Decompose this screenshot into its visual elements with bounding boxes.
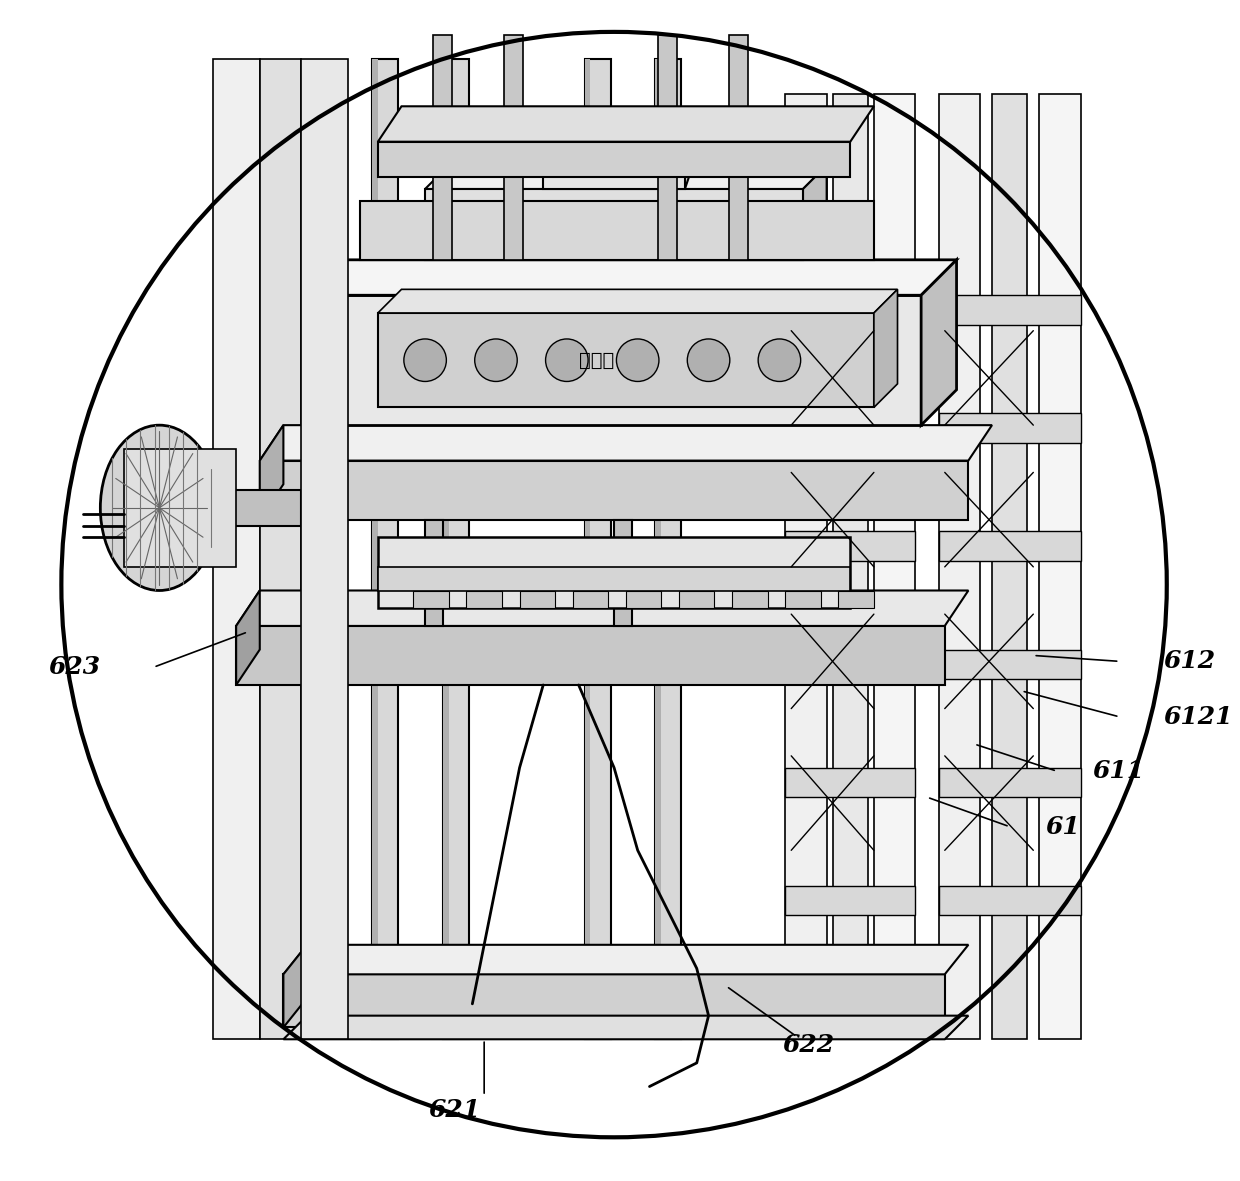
Polygon shape bbox=[785, 295, 915, 325]
Polygon shape bbox=[785, 650, 915, 679]
Polygon shape bbox=[378, 289, 898, 313]
Ellipse shape bbox=[100, 425, 218, 590]
Text: 6121: 6121 bbox=[1163, 705, 1233, 729]
Polygon shape bbox=[425, 189, 804, 260]
Circle shape bbox=[61, 32, 1167, 1137]
Polygon shape bbox=[939, 650, 1080, 679]
Polygon shape bbox=[584, 59, 590, 1039]
Polygon shape bbox=[543, 154, 697, 189]
Polygon shape bbox=[425, 165, 827, 189]
Polygon shape bbox=[372, 59, 398, 1039]
Polygon shape bbox=[832, 94, 868, 1039]
Polygon shape bbox=[656, 59, 661, 1039]
Polygon shape bbox=[284, 945, 308, 1027]
Polygon shape bbox=[207, 490, 301, 526]
Polygon shape bbox=[301, 59, 348, 1039]
Polygon shape bbox=[573, 590, 608, 608]
Polygon shape bbox=[874, 94, 915, 1039]
Polygon shape bbox=[433, 35, 453, 260]
Polygon shape bbox=[378, 313, 874, 407]
Polygon shape bbox=[259, 425, 284, 520]
Polygon shape bbox=[378, 567, 851, 590]
Polygon shape bbox=[212, 59, 259, 1039]
Polygon shape bbox=[785, 531, 915, 561]
Polygon shape bbox=[785, 590, 821, 608]
Polygon shape bbox=[614, 520, 632, 626]
Polygon shape bbox=[939, 886, 1080, 915]
Polygon shape bbox=[284, 1016, 968, 1039]
Polygon shape bbox=[939, 295, 1080, 325]
Circle shape bbox=[475, 339, 517, 381]
Polygon shape bbox=[939, 768, 1080, 797]
Polygon shape bbox=[259, 59, 301, 1039]
Text: 61: 61 bbox=[1045, 815, 1080, 839]
Polygon shape bbox=[378, 106, 874, 142]
Polygon shape bbox=[124, 449, 236, 567]
Polygon shape bbox=[838, 590, 874, 608]
Polygon shape bbox=[992, 94, 1028, 1039]
Polygon shape bbox=[543, 130, 684, 189]
Polygon shape bbox=[505, 35, 523, 260]
Polygon shape bbox=[425, 520, 443, 626]
Polygon shape bbox=[785, 886, 915, 915]
Polygon shape bbox=[466, 590, 502, 608]
Polygon shape bbox=[785, 94, 827, 1039]
Polygon shape bbox=[680, 590, 714, 608]
Text: 611: 611 bbox=[1092, 759, 1145, 783]
Polygon shape bbox=[921, 260, 956, 425]
Text: 612: 612 bbox=[1163, 650, 1215, 673]
Polygon shape bbox=[378, 142, 851, 177]
Polygon shape bbox=[626, 590, 661, 608]
Polygon shape bbox=[360, 201, 874, 260]
Polygon shape bbox=[939, 94, 980, 1039]
Text: 622: 622 bbox=[782, 1033, 835, 1057]
Polygon shape bbox=[284, 945, 968, 974]
Polygon shape bbox=[378, 537, 851, 608]
Polygon shape bbox=[729, 35, 748, 260]
Polygon shape bbox=[372, 59, 378, 1039]
Polygon shape bbox=[656, 59, 682, 1039]
Polygon shape bbox=[413, 590, 449, 608]
Polygon shape bbox=[584, 59, 610, 1039]
Polygon shape bbox=[284, 974, 945, 1027]
Polygon shape bbox=[785, 413, 915, 443]
Polygon shape bbox=[785, 768, 915, 797]
Polygon shape bbox=[443, 59, 469, 1039]
Circle shape bbox=[404, 339, 446, 381]
Polygon shape bbox=[657, 35, 677, 260]
Text: 623: 623 bbox=[48, 655, 100, 679]
Polygon shape bbox=[520, 590, 556, 608]
Text: 防松器: 防松器 bbox=[579, 351, 614, 370]
Polygon shape bbox=[939, 413, 1080, 443]
Polygon shape bbox=[804, 165, 827, 260]
Polygon shape bbox=[443, 59, 449, 1039]
Circle shape bbox=[758, 339, 801, 381]
Polygon shape bbox=[236, 626, 945, 685]
Polygon shape bbox=[308, 260, 956, 295]
Polygon shape bbox=[874, 289, 898, 407]
Polygon shape bbox=[259, 461, 968, 520]
Polygon shape bbox=[1039, 94, 1080, 1039]
Polygon shape bbox=[308, 295, 921, 425]
Polygon shape bbox=[732, 590, 768, 608]
Circle shape bbox=[546, 339, 588, 381]
Circle shape bbox=[616, 339, 658, 381]
Polygon shape bbox=[236, 590, 259, 685]
Polygon shape bbox=[236, 590, 968, 626]
Text: 621: 621 bbox=[429, 1098, 481, 1122]
Circle shape bbox=[687, 339, 730, 381]
Polygon shape bbox=[939, 531, 1080, 561]
Polygon shape bbox=[259, 425, 992, 461]
